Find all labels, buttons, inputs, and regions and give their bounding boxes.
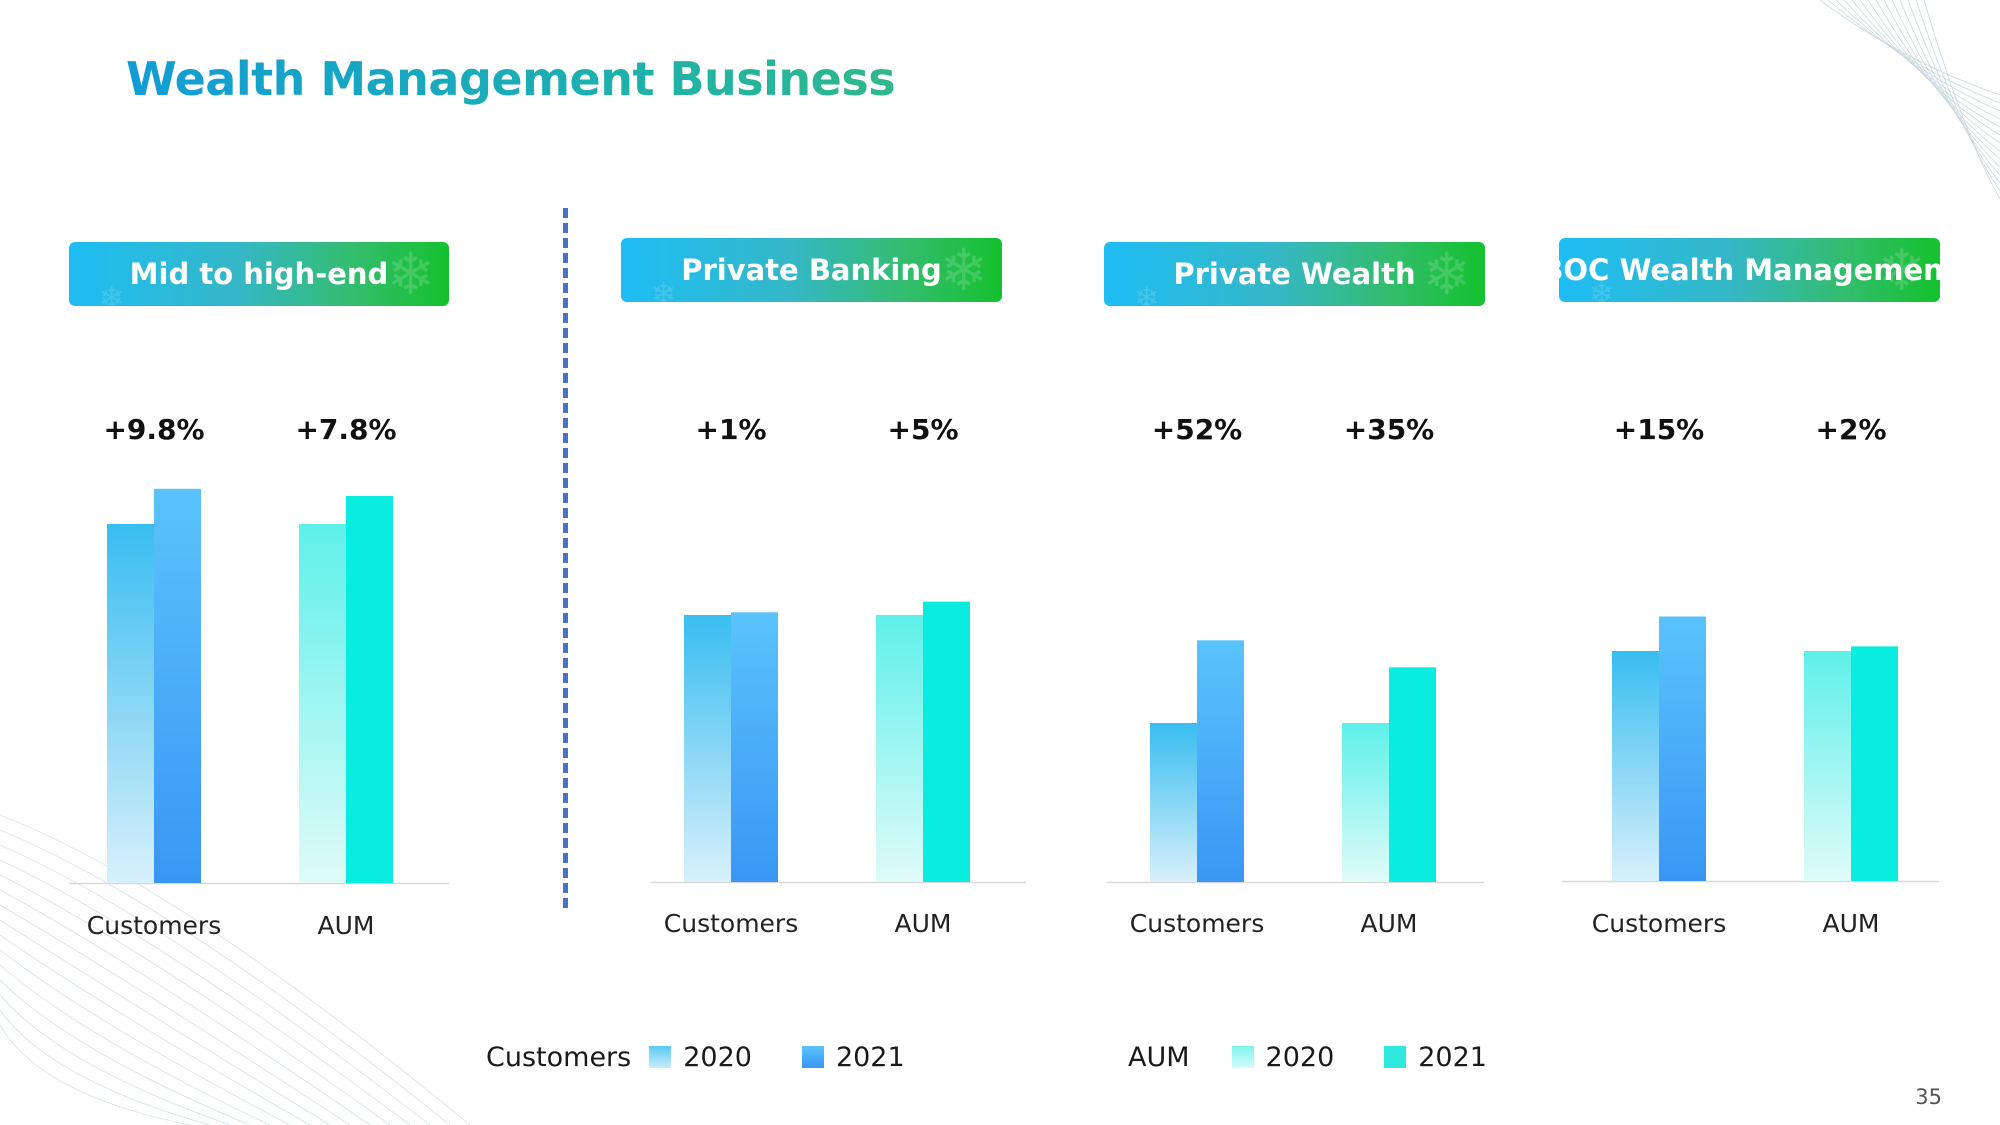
legend-customers-2020-swatch [649, 1046, 672, 1068]
page-number: 35 [1915, 1085, 1942, 1109]
legend-customers-label: Customers [486, 1041, 632, 1073]
panel-title: Private Wealth [1173, 257, 1416, 291]
category-label: AUM [318, 911, 375, 940]
snowflake-icon: ❄ [386, 242, 435, 306]
snowflake-icon: ❄ [651, 277, 677, 302]
legend-customers-2021-swatch [801, 1046, 824, 1068]
bar-customers-2021 [731, 612, 778, 882]
growth-label: +7.8% [295, 413, 396, 446]
category-label: AUM [1823, 909, 1880, 938]
snowflake-icon: ❄ [1134, 281, 1160, 306]
snowflake-icon: ❄ [939, 238, 988, 302]
snowflake-icon: ❄ [1422, 242, 1471, 306]
panel-header-2: ❄ ❄ Private Banking [621, 238, 1002, 302]
legend-aum-2020-swatch [1231, 1046, 1254, 1068]
legend-customers-2021-label: 2021 [835, 1041, 905, 1073]
bar-aum-2020 [1342, 723, 1389, 882]
bar-aum-2021 [1851, 646, 1898, 881]
panel-header-4: ❄ ❄ BOC Wealth Management [1559, 238, 1940, 302]
growth-label: +5% [888, 413, 959, 446]
snowflake-icon: ❄ [1589, 277, 1615, 302]
snowflake-icon: ❄ [1877, 238, 1926, 302]
legend-customers-2020-label: 2020 [683, 1041, 752, 1073]
bar-aum-2021 [1389, 667, 1436, 882]
category-label: Customers [664, 909, 798, 938]
bar-customers-2021 [154, 488, 201, 883]
growth-label: +2% [1816, 413, 1887, 446]
legend-aum-2021-label: 2021 [1418, 1041, 1487, 1073]
legend-aum: AUM 2020 2021 [1128, 1040, 1487, 1074]
bar-customers-2021 [1659, 616, 1706, 881]
bar-aum-2020 [876, 615, 923, 882]
snowflake-icon: ❄ [99, 281, 125, 306]
bar-customers-2021 [1197, 640, 1244, 882]
category-label: Customers [1592, 909, 1726, 938]
growth-label: +35% [1344, 413, 1434, 446]
panel-header-1: ❄ ❄ Mid to high-end [69, 242, 449, 306]
category-label: Customers [1130, 909, 1264, 938]
category-label: Customers [87, 911, 221, 940]
growth-label: +15% [1614, 413, 1704, 446]
bar-customers-2020 [107, 524, 154, 883]
growth-label: +1% [696, 413, 767, 446]
bar-customers-2020 [684, 615, 731, 882]
legend-aum-label: AUM [1128, 1041, 1190, 1073]
category-label: AUM [895, 909, 952, 938]
bar-customers-2020 [1612, 651, 1659, 881]
bar-aum-2020 [299, 524, 346, 883]
panel-title: Private Banking [681, 253, 942, 287]
section-divider [563, 208, 568, 908]
legend-customers: Customers 2020 2021 [486, 1040, 905, 1074]
bar-aum-2021 [346, 495, 393, 883]
bar-aum-2020 [1804, 651, 1851, 881]
bar-customers-2020 [1150, 723, 1197, 882]
panel-title: Mid to high-end [129, 257, 389, 291]
growth-label: +52% [1152, 413, 1242, 446]
bar-aum-2021 [923, 601, 970, 882]
panel-title: BOC Wealth Management [1559, 253, 1940, 287]
page-title: Wealth Management Business [126, 52, 896, 106]
growth-label: +9.8% [103, 413, 204, 446]
panel-header-3: ❄ ❄ Private Wealth [1104, 242, 1485, 306]
legend-aum-2021-swatch [1384, 1046, 1407, 1068]
legend-aum-2020-label: 2020 [1265, 1041, 1335, 1073]
category-label: AUM [1361, 909, 1418, 938]
